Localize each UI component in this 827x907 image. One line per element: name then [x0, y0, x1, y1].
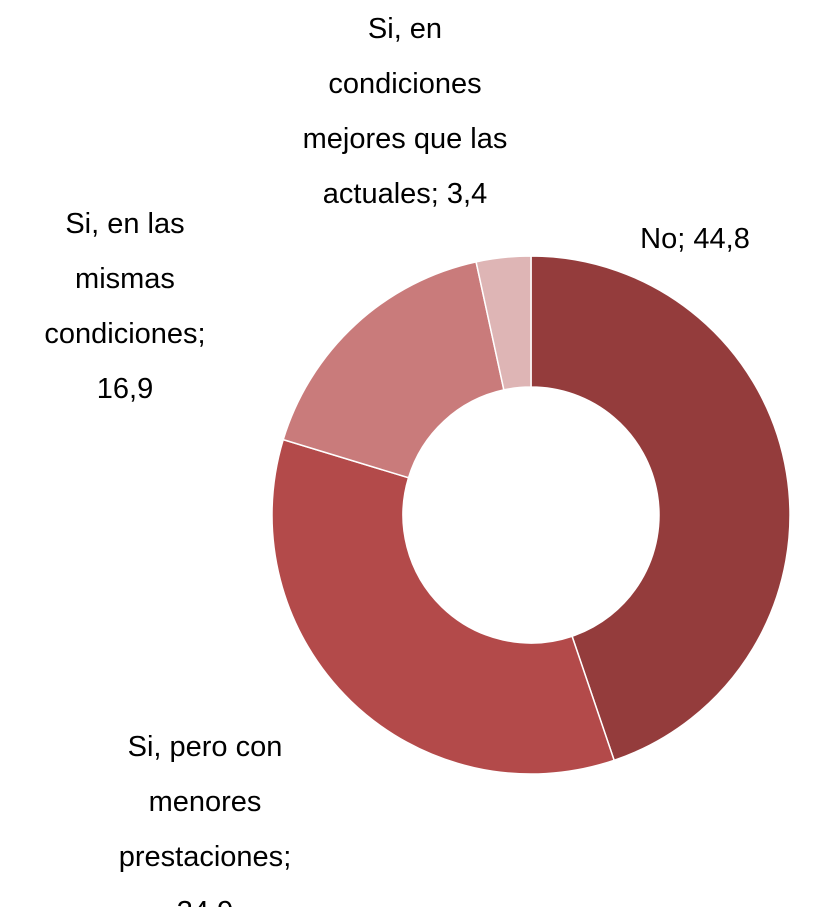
donut-slice — [271, 438, 616, 775]
label-separator: ; — [283, 841, 292, 873]
label-category: No — [640, 223, 678, 255]
donut-slice — [282, 260, 505, 479]
label-separator: ; — [197, 318, 206, 350]
data-label: Si, en condiciones mejores que las actua… — [295, 2, 515, 222]
donut-slice — [530, 255, 791, 762]
label-separator: ; — [430, 178, 439, 210]
label-value: 44,8 — [693, 223, 750, 255]
label-category: Si, en condiciones mejores que las actua… — [302, 13, 508, 210]
label-value: 16,9 — [96, 373, 154, 405]
label-separator: ; — [677, 223, 686, 255]
label-value: 34,9 — [177, 896, 233, 907]
data-label: Si, en las mismas condiciones; 16,9 — [30, 197, 220, 417]
data-label: No; 44,8 — [560, 212, 827, 267]
data-label: Si, pero con menores prestaciones; 34,9 — [95, 720, 315, 907]
label-value: 3,4 — [446, 178, 488, 210]
label-category: Si, pero con menores prestaciones — [118, 731, 284, 873]
donut-slice — [475, 255, 532, 391]
label-category: Si, en las mismas condiciones — [44, 208, 198, 350]
